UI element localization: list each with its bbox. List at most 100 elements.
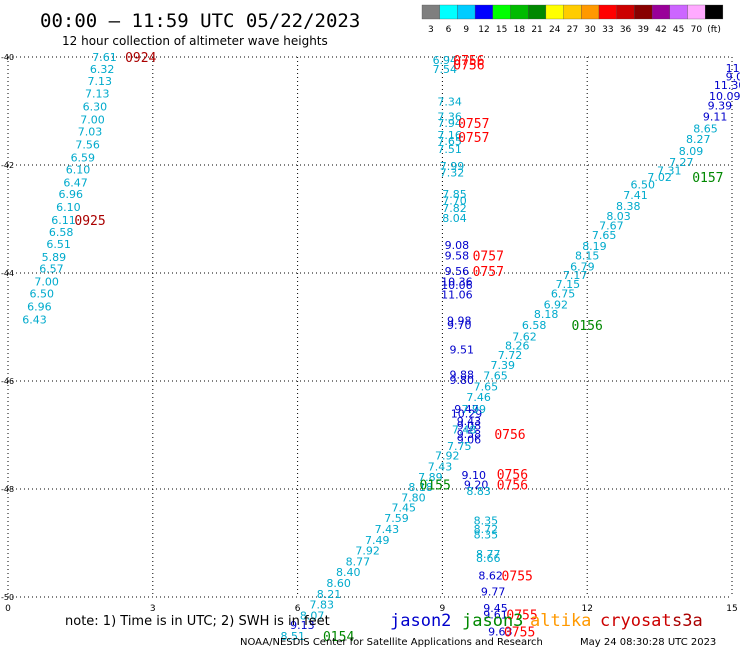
wave-height-point: 7.41 (623, 189, 648, 202)
x-tick-label: 12 (581, 604, 592, 614)
wave-height-point: 6.11 (51, 214, 76, 227)
wave-height-point: 9.88 (449, 369, 474, 382)
color-scale-swatch (492, 4, 511, 20)
wave-height-point: 5.89 (42, 251, 67, 264)
color-scale-swatch (687, 4, 706, 20)
wave-height-point: 7.67 (599, 219, 624, 232)
wave-height-point: 9.98 (447, 315, 472, 328)
pass-time-label: 0757 (458, 131, 489, 146)
pass-time-label: 0755 (506, 608, 537, 623)
wave-height-point: 11. (726, 62, 740, 75)
wave-height-point: 6.94 (433, 54, 458, 67)
color-scale-label: 70 (691, 25, 703, 35)
wave-height-point: 10.29 (451, 407, 483, 420)
footer-timestamp: May 24 08:30:28 UTC 2023 (580, 637, 716, 648)
wave-height-point: 8.35 (474, 528, 499, 541)
wave-height-point: 7.62 (512, 331, 537, 344)
pass-time-label: 0157 (692, 171, 723, 186)
chart-title: 00:00 – 11:59 UTC 05/22/2023 (40, 10, 360, 32)
color-scale-label: 18 (514, 25, 526, 35)
footer-note: note: 1) Time is in UTC; 2) SWH is in fe… (65, 614, 330, 629)
wave-height-point: 7.80 (401, 492, 426, 505)
color-scale-swatch (474, 4, 493, 20)
wave-height-point: 8.35 (474, 514, 499, 527)
wave-height-point: 7.92 (435, 450, 460, 463)
wave-height-point: 9.63 (488, 626, 513, 639)
y-tick-label: -46 (1, 377, 14, 386)
color-scale-swatch (669, 4, 688, 20)
wave-height-point: 7.54 (433, 63, 458, 76)
y-tick-label: -42 (1, 161, 14, 170)
pass-time-label: 0154 (323, 630, 354, 645)
wave-height-point: 8.04 (442, 212, 467, 225)
wave-height-point: 6.30 (83, 101, 108, 114)
wave-height-point: 6.32 (90, 63, 115, 76)
wave-height-point: 8.51 (281, 630, 306, 643)
pass-time-label: 0757 (458, 117, 489, 132)
pass-time-label: 0756 (494, 428, 525, 443)
wave-height-point: 10.09 (709, 90, 740, 103)
wave-height-point: 9.77 (481, 586, 506, 599)
wave-height-point: 7.85 (442, 188, 467, 201)
pass-time-label: 0156 (572, 319, 603, 334)
wave-height-point: 7.17 (563, 269, 588, 282)
wave-height-point: 7.92 (355, 545, 380, 558)
wave-height-point: 9.80 (449, 374, 474, 387)
wave-height-values: 7.616.327.137.136.307.007.037.566.596.10… (22, 51, 740, 643)
wave-height-point: 7.83 (309, 599, 334, 612)
plot-frame: 0 3 6 9 12 15 -40 -42 -44 -46 -48 -50 (1, 53, 738, 614)
wave-height-point: 7.02 (647, 171, 672, 184)
wave-height-point: 9.51 (449, 344, 474, 357)
wave-height-point: 7.27 (669, 156, 694, 169)
wave-height-point: 7.46 (466, 391, 491, 404)
wave-height-point: 7.94 (437, 117, 462, 130)
wave-height-point: 7.59 (384, 512, 409, 525)
wave-height-point: 8.72 (474, 523, 499, 536)
x-tick-label: 6 (295, 604, 301, 614)
pass-time-label: 0757 (473, 250, 504, 265)
wave-height-point: 6.47 (63, 176, 88, 189)
wave-height-point: 9.39 (708, 100, 733, 113)
wave-height-point: 7.56 (75, 138, 100, 151)
wave-height-point: 6.59 (71, 151, 96, 164)
footer-credit: NOAA/NESDIS Center for Satellite Applica… (240, 637, 543, 648)
wave-height-point: 7.61 (92, 51, 117, 64)
color-scale-swatch (545, 4, 564, 20)
wave-height-point: 9.43 (457, 415, 482, 428)
wave-height-point: 9.06 (457, 433, 482, 446)
color-scale-label: 39 (638, 25, 650, 35)
color-scale-label: 9 (463, 25, 469, 35)
satellite-legend-s3a: s3a (672, 611, 703, 631)
satellite-legend-altika: altika (530, 611, 591, 631)
wave-height-point: 6.57 (39, 263, 64, 276)
wave-height-point: 7.45 (392, 501, 417, 514)
wave-height-point: 11.30 (714, 79, 740, 92)
wave-height-point: 7.82 (442, 202, 467, 215)
pass-time-label: 0924 (125, 51, 156, 66)
wave-height-point: 9.13 (290, 619, 315, 632)
wave-height-point: 8.15 (575, 250, 600, 263)
color-scale-label: 36 (620, 25, 632, 35)
wave-height-point: 7.99 (440, 160, 465, 173)
color-scale-label: (ft) (707, 25, 721, 35)
wave-height-point: 8.40 (336, 566, 361, 579)
wave-height-point: 7.48 (452, 424, 477, 437)
wave-height-point: 7.51 (437, 143, 462, 156)
satellite-legend-jason2: jason2 (390, 611, 451, 631)
pass-time-label: 0757 (473, 265, 504, 280)
wave-height-point: 8.03 (606, 210, 631, 223)
color-scale-label: 12 (478, 25, 489, 35)
color-scale-swatch (616, 4, 635, 20)
wave-height-point: 7.89 (418, 471, 443, 484)
wave-height-point: 7.65 (592, 229, 617, 242)
color-scale-label: 21 (531, 25, 542, 35)
satellite-legend: jason2 jason3 altika cryosat s3a (390, 611, 703, 631)
wave-height-point: 6.96 (27, 300, 52, 313)
wave-height-point: 7.99 (462, 403, 487, 416)
wave-height-point: 8.27 (686, 133, 711, 146)
color-scale-label: 33 (602, 25, 613, 35)
wave-height-point: 7.00 (80, 114, 105, 127)
color-scale-swatch (705, 4, 724, 20)
x-tick-label: 0 (5, 604, 11, 614)
